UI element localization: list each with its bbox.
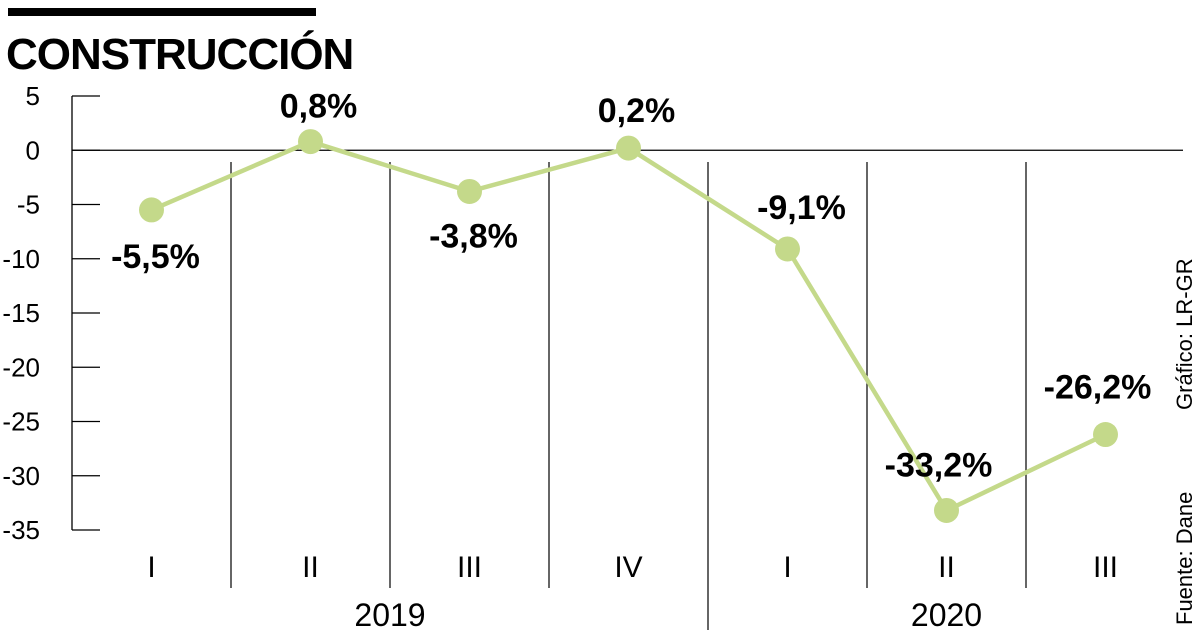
chart-title: CONSTRUCCIÓN <box>6 30 354 79</box>
source-note: Fuente: Dane <box>1172 492 1197 625</box>
y-tick-label: -30 <box>2 461 40 491</box>
y-tick-label: 5 <box>26 81 40 111</box>
data-point <box>457 178 482 204</box>
y-tick-label: -20 <box>2 352 40 382</box>
y-tick-label: -35 <box>2 515 40 545</box>
x-category-label: II <box>302 551 319 584</box>
y-tick-label: -15 <box>2 298 40 328</box>
data-label: -5,5% <box>111 238 200 276</box>
data-label: -9,1% <box>757 189 846 227</box>
y-tick-label: -5 <box>17 190 40 220</box>
title-bar <box>8 8 316 16</box>
data-label: -26,2% <box>1044 369 1152 407</box>
y-tick-label: -25 <box>2 407 40 437</box>
data-label: -33,2% <box>885 446 993 484</box>
data-point <box>298 129 323 155</box>
x-category-label: IV <box>614 551 642 584</box>
data-point <box>616 135 641 161</box>
data-point <box>934 497 959 523</box>
data-label: 0,2% <box>598 92 676 130</box>
x-category-label: III <box>457 551 482 584</box>
y-tick-label: -10 <box>2 244 40 274</box>
credit-note: Gráfico: LR-GR <box>1172 258 1197 410</box>
x-category-label: II <box>938 551 955 584</box>
data-point <box>139 197 164 223</box>
x-year-label: 2020 <box>911 597 982 633</box>
x-category-label: III <box>1093 551 1118 584</box>
data-point <box>775 236 800 262</box>
x-category-label: I <box>783 551 791 584</box>
data-label: 0,8% <box>280 88 358 126</box>
data-point <box>1093 422 1118 448</box>
y-tick-label: 0 <box>26 135 40 165</box>
data-label: -3,8% <box>429 217 518 255</box>
x-year-label: 2019 <box>354 597 425 633</box>
x-category-label: I <box>147 551 155 584</box>
